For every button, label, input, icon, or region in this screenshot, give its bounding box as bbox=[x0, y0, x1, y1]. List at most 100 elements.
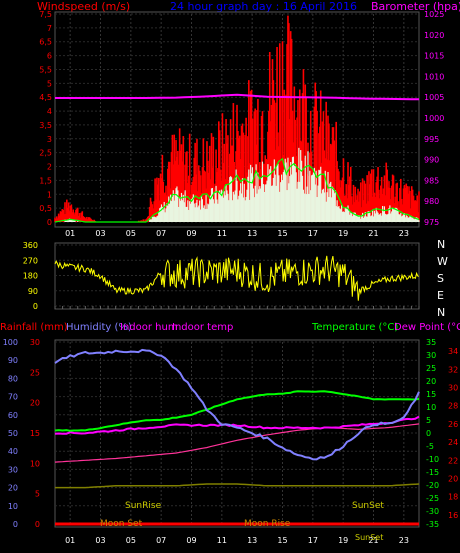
humidity-tick-label: 30 bbox=[8, 465, 18, 474]
moonrise-label: Moon Rise bbox=[244, 519, 291, 529]
temperature-tick-label: -15 bbox=[426, 468, 439, 477]
moonset-label: Moon Set bbox=[100, 519, 143, 529]
indoor-temp-title: Indoor temp bbox=[172, 322, 233, 333]
temperature-series bbox=[54, 348, 420, 526]
wind-tick-label: 3 bbox=[47, 135, 52, 144]
barometer-tick-label: 1020 bbox=[424, 31, 444, 40]
dewpoint-line bbox=[54, 415, 420, 435]
temperature-tick-label: 0 bbox=[426, 429, 431, 438]
barometer-tick-label: 1015 bbox=[424, 52, 444, 61]
barometer-tick-label: 980 bbox=[424, 197, 439, 206]
rainfall-tick-label: 0 bbox=[35, 520, 40, 529]
temperature-tick-label: -5 bbox=[426, 442, 434, 451]
humidity-line bbox=[54, 348, 420, 461]
wind-tick-label: 2,5 bbox=[39, 149, 52, 158]
wind-tick-label: 5,5 bbox=[39, 65, 52, 74]
humidity-tick-label: 40 bbox=[8, 447, 18, 456]
indoor-temp-tick-label: 20 bbox=[448, 475, 458, 484]
direction-tick-label: 270 bbox=[23, 256, 38, 265]
indoor-temp-tick-label: 30 bbox=[448, 384, 458, 393]
hour-axis-1: 01 03 05 07 09 11 13 15 17 19 21 23 bbox=[65, 229, 409, 238]
indoor-hum-title: Indoor hum bbox=[120, 322, 178, 333]
direction-tick-label: 180 bbox=[23, 272, 38, 281]
barometer-axis: 975 980 985 990 995 1000 1005 1010 1015 1020 1025 bbox=[424, 10, 444, 227]
indoor-temp-tick-label: 24 bbox=[448, 438, 458, 447]
direction-tick-label: 90 bbox=[28, 287, 38, 296]
temperature-tick-label: 30 bbox=[426, 351, 436, 360]
wind-axis-title: Windspeed (m/s) bbox=[37, 0, 130, 13]
hour-tick-label: 05 bbox=[126, 229, 136, 238]
wind-tick-label: 4 bbox=[47, 107, 52, 116]
hour-tick-label: 11 bbox=[217, 536, 227, 545]
temperature-tick-label: -20 bbox=[426, 481, 439, 490]
wind-tick-label: 6 bbox=[47, 52, 52, 61]
temperature-tick-label: 20 bbox=[426, 377, 436, 386]
humidity-tick-label: 90 bbox=[8, 356, 18, 365]
direction-tick-label: 0 bbox=[33, 302, 38, 311]
chart-title: 24 hour graph day : 16 April 2016 bbox=[170, 0, 357, 13]
compass-label: N bbox=[437, 306, 445, 319]
hour-tick-label: 07 bbox=[156, 229, 166, 238]
wind-tick-label: 7,5 bbox=[39, 10, 52, 19]
wind-tick-label: 5 bbox=[47, 79, 52, 88]
temperature-tick-label: 15 bbox=[426, 390, 436, 399]
barometer-tick-label: 990 bbox=[424, 156, 439, 165]
hour-tick-label: 21 bbox=[368, 229, 378, 238]
temperature-tick-label: 10 bbox=[426, 403, 436, 412]
barometer-line bbox=[55, 93, 420, 101]
average-series bbox=[54, 147, 420, 223]
compass-label: E bbox=[437, 289, 444, 302]
hour-tick-label: 17 bbox=[308, 229, 318, 238]
humidity-tick-label: 10 bbox=[8, 502, 18, 511]
wind-tick-label: 1,5 bbox=[39, 176, 52, 185]
direction-tick-label: 360 bbox=[23, 241, 38, 250]
compass-labels: N W S E N bbox=[437, 238, 448, 319]
barometer-tick-label: 1010 bbox=[424, 72, 444, 81]
barometer-tick-label: 1000 bbox=[424, 114, 444, 123]
barometer-tick-label: 985 bbox=[424, 176, 439, 185]
average-line bbox=[54, 157, 420, 223]
indoor-temp-tick-label: 22 bbox=[448, 456, 458, 465]
wind-tick-label: 0,5 bbox=[39, 204, 52, 213]
sunset-label: SunSet bbox=[352, 501, 384, 511]
rainfall-axis: 0 5 10 15 20 25 30 bbox=[30, 338, 40, 529]
sunrise-label: SunRise bbox=[125, 501, 162, 511]
hour-tick-label: 15 bbox=[277, 229, 287, 238]
hour-tick-label: 13 bbox=[247, 536, 257, 545]
indoor-temp-tick-label: 28 bbox=[448, 402, 458, 411]
rainfall-tick-label: 5 bbox=[35, 490, 40, 499]
wind-tick-label: 4,5 bbox=[39, 93, 52, 102]
compass-label: N bbox=[437, 238, 445, 251]
humidity-tick-label: 70 bbox=[8, 393, 18, 402]
hour-tick-label: 07 bbox=[156, 536, 166, 545]
rainfall-tick-label: 20 bbox=[30, 399, 40, 408]
barometer-tick-label: 1025 bbox=[424, 10, 444, 19]
wind-tick-label: 1 bbox=[47, 190, 52, 199]
temperature-tick-label: -35 bbox=[426, 520, 439, 529]
temperature-tick-label: 5 bbox=[426, 416, 431, 425]
wind-tick-label: 7 bbox=[47, 24, 52, 33]
indoor-hum-line bbox=[55, 483, 420, 489]
hour-tick-label: 23 bbox=[399, 229, 409, 238]
hour-tick-label: 23 bbox=[399, 536, 409, 545]
dewpoint-axis-title: Dew Point (°C) bbox=[394, 322, 460, 333]
indoor-temp-tick-label: 26 bbox=[448, 420, 458, 429]
barometer-tick-label: 995 bbox=[424, 135, 439, 144]
compass-label: W bbox=[437, 255, 448, 268]
direction-line bbox=[54, 255, 420, 301]
temperature-tick-label: -25 bbox=[426, 494, 439, 503]
temperature-tick-label: -10 bbox=[426, 455, 439, 464]
temperature-tick-label: 35 bbox=[426, 338, 436, 347]
hour-tick-label: 17 bbox=[308, 536, 318, 545]
temperature-axis-title: Temperature (°C) bbox=[311, 322, 398, 333]
humidity-tick-label: 60 bbox=[8, 411, 18, 420]
hour-tick-label: 01 bbox=[65, 229, 75, 238]
humidity-tick-label: 80 bbox=[8, 374, 18, 383]
barometer-tick-label: 1005 bbox=[424, 93, 444, 102]
sunset-label-2: SunSet bbox=[355, 533, 383, 542]
rainfall-axis-title: Rainfall (mm) bbox=[0, 322, 68, 333]
direction-series bbox=[54, 255, 420, 301]
hour-tick-label: 13 bbox=[247, 229, 257, 238]
humidity-tick-label: 50 bbox=[8, 429, 18, 438]
